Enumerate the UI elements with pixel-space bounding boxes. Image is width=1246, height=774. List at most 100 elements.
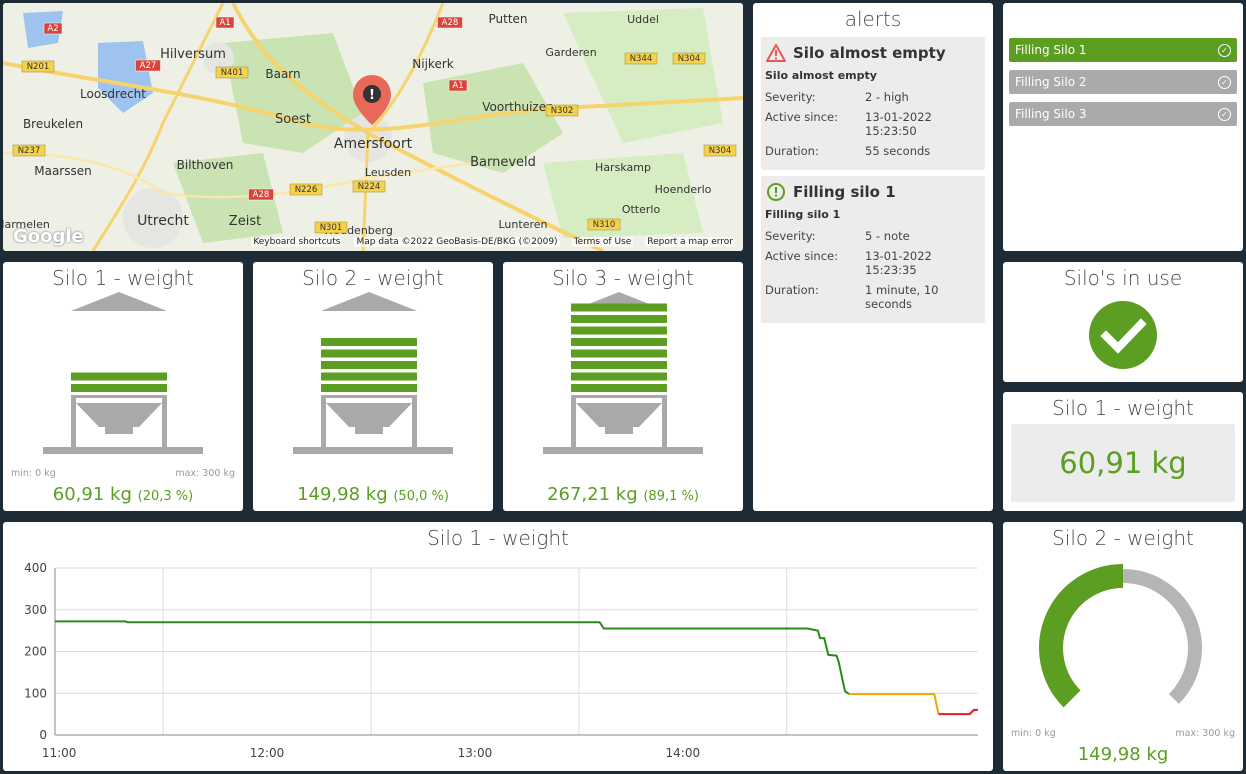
y-tick-label: 400: [24, 561, 47, 575]
silo-fill-stripe: [571, 361, 667, 369]
silo-weight: 149,98 kg: [297, 484, 388, 505]
fill-item-silo-1[interactable]: Filling Silo 1 ✓: [1009, 38, 1237, 62]
fill-item-silo-2[interactable]: Filling Silo 2 ✓: [1009, 70, 1237, 94]
silo-hopper: [326, 403, 412, 427]
road-label: N304: [709, 146, 732, 156]
road-shield: [672, 52, 706, 65]
silo-fill-stripe: [571, 384, 667, 392]
silo-fill-stripe: [321, 361, 417, 369]
severity-label: Severity:: [765, 90, 816, 104]
y-tick-label: 0: [39, 728, 47, 742]
gauge-fill: [1039, 564, 1124, 708]
silo-fill-stripe: [321, 349, 417, 358]
map-place-label: Harskamp: [595, 161, 651, 174]
map-place-label: Zeist: [229, 214, 261, 229]
road-label: A1: [219, 18, 230, 28]
road-label: N224: [358, 182, 381, 192]
active-since-label: Active since:: [765, 249, 838, 263]
fill-item-silo-3[interactable]: Filling Silo 3 ✓: [1009, 102, 1237, 126]
series-line-orange: [849, 693, 940, 715]
active-since-value: 13-01-2022 15:23:35: [865, 249, 980, 277]
map-panel[interactable]: ! Hilversum Loosdrecht Breukelen Maarssen Ut…: [3, 3, 743, 251]
silo-value: 149,98 kg (50,0 %): [253, 484, 493, 505]
map-place-label: Voorthuizen: [482, 100, 553, 114]
x-tick-label: 14:00: [666, 746, 701, 760]
fill-item-label: Filling Silo 3: [1015, 107, 1087, 121]
weight-value: 60,91 kg: [1011, 424, 1235, 502]
map-place-label: Amersfoort: [334, 136, 413, 152]
map-place-label: Utrecht: [137, 213, 189, 229]
silo-fill-stripe: [571, 315, 667, 323]
silo-fill-stripe: [571, 349, 667, 358]
map-data-credit: Map data ©2022 GeoBasis-DE/BKG (©2009): [354, 237, 560, 247]
silo-hopper: [576, 403, 662, 427]
severity-value: 2 - high: [865, 90, 909, 104]
map-place-label: Lunteren: [499, 218, 548, 231]
silo-fill-stripe: [321, 372, 417, 381]
gauge: [1039, 564, 1202, 708]
road-shield: [248, 188, 274, 201]
silo-2-gauge-card: Silo 2 - weight min: 0 kg max: 300 kg 14…: [1003, 522, 1243, 771]
silo-weight: 60,91 kg: [52, 484, 132, 505]
road-shield: [12, 144, 46, 157]
silo-leg: [162, 395, 167, 447]
active-since-label: Active since:: [765, 110, 838, 124]
check-circle-icon: ✓: [1218, 107, 1231, 121]
filling-list-panel: Filling Silo 1 ✓ Filling Silo 2 ✓ Fillin…: [1003, 3, 1243, 251]
map-place-label: Leusden: [365, 166, 411, 179]
alerts-title: alerts: [844, 7, 902, 31]
road-shield: [437, 16, 463, 29]
keyboard-shortcuts-link[interactable]: Keyboard shortcuts: [251, 237, 343, 247]
silo-fill-stripe: [571, 338, 667, 346]
silo-graphic: [293, 292, 453, 454]
road-label: N237: [18, 146, 41, 156]
silo-3-card: Silo 3 - weight 267,21 kg (89,1 %): [503, 262, 743, 511]
line-chart[interactable]: 0 100 200 300 400 11:00 12:00 13:00 14:00: [3, 552, 993, 771]
road-shield: [448, 79, 468, 92]
silo-graphic: [543, 292, 703, 454]
silo-leg: [321, 395, 326, 447]
silo-fill-stripe: [71, 384, 167, 392]
map-place-label: Barneveld: [470, 155, 536, 170]
x-tick-label: 13:00: [458, 746, 493, 760]
silo-leg: [412, 395, 417, 447]
alert-title: Filling silo 1: [793, 183, 896, 201]
report-map-error-link[interactable]: Report a map error: [645, 237, 735, 247]
silo-graphic: [43, 292, 203, 454]
map-canvas[interactable]: ! Hilversum Loosdrecht Breukelen Maarssen Ut…: [3, 3, 743, 251]
silo-percent: (89,1 %): [643, 489, 699, 504]
road-label: N301: [320, 223, 343, 233]
alert-item[interactable]: Silo almost empty Silo almost empty Seve…: [761, 37, 985, 170]
gauge-min-label: min: 0 kg: [1011, 728, 1056, 739]
silo-title: Silo 1 - weight: [52, 266, 194, 290]
silo-title: Silo 1 - weight: [1052, 396, 1194, 420]
gauge-value: 149,98 kg: [1077, 744, 1169, 765]
road-label: A28: [253, 190, 270, 200]
series-line-red: [938, 708, 978, 716]
silo-leg: [571, 395, 576, 447]
alert-item[interactable]: Filling silo 1 Filling silo 1 Severity: 5…: [761, 176, 985, 323]
y-tick-label: 200: [24, 645, 47, 659]
road-shield: [703, 144, 737, 157]
road-label: N344: [630, 54, 653, 64]
silo-leg: [71, 395, 76, 447]
road-shield: [43, 22, 63, 35]
chart-title: Silo 1 - weight: [427, 526, 569, 550]
map-place-label: Hoenderlo: [655, 183, 712, 196]
silo-1-weight-chart: Silo 1 - weight 0 100 200 300 400 11:00 12:00 1…: [3, 522, 993, 771]
silo-fill-stripe: [571, 303, 667, 312]
x-tick-label: 12:00: [250, 746, 285, 760]
severity-value: 5 - note: [865, 229, 910, 243]
active-since-value: 13-01-2022 15:23:50: [865, 110, 980, 138]
road-label: N401: [221, 68, 244, 78]
terms-of-use-link[interactable]: Terms of Use: [571, 237, 634, 247]
active-since-time: 15:23:35: [865, 263, 917, 277]
silos-in-use-card: Silo's in use: [1003, 262, 1243, 382]
duration-label: Duration:: [765, 144, 819, 158]
silo-value: 60,91 kg (20,3 %): [3, 484, 243, 505]
road-label: A2: [47, 24, 58, 34]
silo-min-label: min: 0 kg: [11, 468, 56, 479]
silo-roof: [71, 292, 167, 311]
silo-ground: [43, 447, 203, 454]
gauge-title: Silo 2 - weight: [1052, 526, 1194, 550]
